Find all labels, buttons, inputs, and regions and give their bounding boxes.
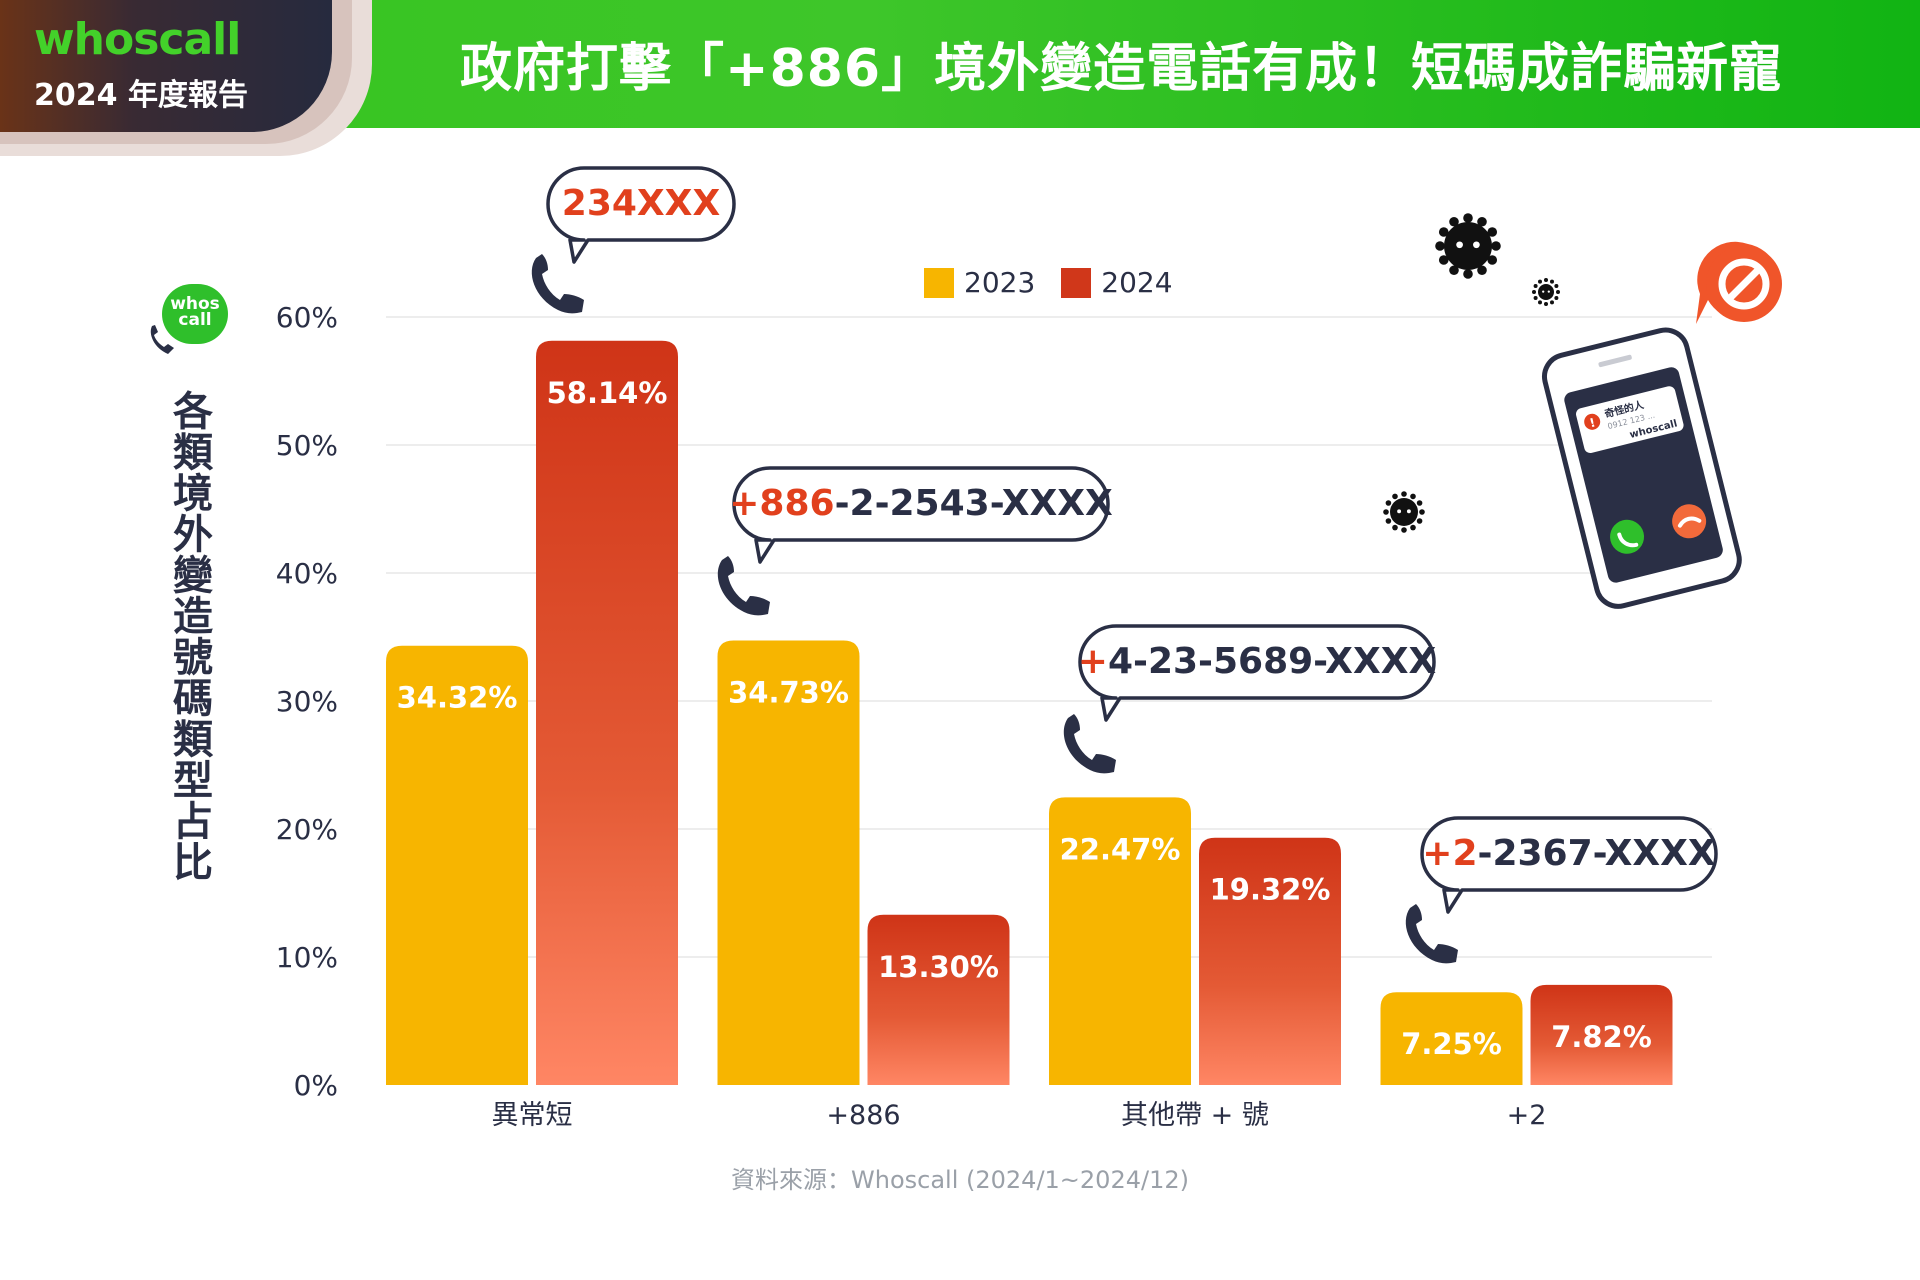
y-tick-label: 50%: [276, 429, 338, 462]
brand-name: whoscall: [34, 14, 241, 65]
bubble-number-rest: -2-2543-XXXX: [835, 483, 1113, 524]
data-label: 7.25%: [1401, 1027, 1502, 1061]
phone-icon: [1405, 904, 1458, 964]
bubble-number: 234XXX: [562, 183, 721, 224]
data-label: 22.47%: [1060, 832, 1181, 866]
alert-icon-mark: !: [1588, 415, 1597, 430]
number-bubble: +886-2-2543-XXXX: [729, 466, 1113, 564]
bubble-outline: [1078, 624, 1436, 722]
data-label: 58.14%: [547, 376, 668, 410]
number-bubble: 234XXX: [546, 166, 736, 264]
y-tick-label: 0%: [294, 1069, 338, 1102]
virus-icon: [1532, 278, 1560, 306]
block-icon: [1696, 241, 1782, 324]
bar-2024-3: [1530, 984, 1673, 1085]
bubble-number-prefix: +2: [1422, 833, 1477, 874]
number-bubble: +2-2367-XXXX: [1420, 816, 1718, 914]
bubble-number: +4-23-5689-XXXX: [1078, 641, 1437, 682]
x-tick-label: +886: [826, 1100, 900, 1131]
virus-icon: [1435, 213, 1501, 279]
x-tick-label: 其他帶 + 號: [1121, 1100, 1269, 1131]
bar-2023-1: [717, 640, 860, 1085]
source-note: 資料來源：Whoscall (2024/1~2024/12): [731, 1166, 1189, 1194]
legend-item-2023: 2023: [924, 266, 1035, 299]
bubble-number: +2-2367-XXXX: [1422, 833, 1716, 874]
caller-card: [1576, 386, 1684, 454]
bubble-number: +886-2-2543-XXXX: [729, 483, 1113, 524]
legend-item-2024: 2024: [1061, 266, 1173, 299]
legend-swatch-2023: [924, 267, 954, 298]
bubble-number-rest: -2367-XXXX: [1478, 833, 1716, 874]
phone-icon: [717, 556, 770, 616]
y-tick-label: 20%: [276, 813, 338, 846]
whoscall-logo-text: whos call: [170, 294, 220, 330]
y-tick-label: 60%: [276, 301, 338, 334]
number-bubble: +4-23-5689-XXXX: [1078, 624, 1437, 722]
bar-2023-0: [386, 645, 528, 1085]
legend: 2023 2024: [924, 266, 1173, 299]
data-label: 13.30%: [878, 950, 999, 984]
brand-badge: whoscall 2024 年度報告: [0, 0, 332, 132]
bubble-outline: [546, 166, 736, 264]
phone-icon: [531, 254, 584, 314]
bar-2024-0: [536, 340, 678, 1086]
alert-icon: [1584, 413, 1601, 430]
bar-2023-3: [1380, 992, 1523, 1085]
x-tick-label: 異常短: [492, 1100, 573, 1131]
y-tick-label: 40%: [276, 557, 338, 590]
bubble-number-prefix: +886: [729, 483, 834, 524]
bubble-outline: [1420, 816, 1718, 914]
decline-call-icon: [1672, 504, 1707, 539]
report-label: 2024 年度報告: [34, 78, 248, 113]
legend-swatch-2024: [1061, 267, 1092, 298]
bubble-number-prefix: +: [1078, 641, 1108, 682]
phone-icon: [150, 325, 174, 354]
bar-2024-1: [867, 914, 1010, 1085]
virus-icon: [1383, 491, 1425, 533]
y-tick-label: 30%: [276, 685, 338, 718]
bar-2023-2: [1049, 797, 1191, 1085]
data-label: 7.82%: [1551, 1020, 1652, 1054]
data-label: 34.73%: [728, 675, 849, 709]
bubble-number-rest: 4-23-5689-XXXX: [1108, 641, 1436, 682]
y-tick-label: 10%: [276, 941, 338, 974]
page-title: 政府打擊「+886」境外變造電話有成！短碼成詐騙新寵: [460, 39, 1783, 99]
x-tick-label: +2: [1507, 1100, 1547, 1131]
data-label: 19.32%: [1210, 873, 1331, 907]
legend-label-2023: 2023: [964, 266, 1036, 299]
phone-icon: [1063, 714, 1116, 774]
bar-2024-2: [1199, 837, 1341, 1085]
bubble-number-rest: 234XXX: [562, 183, 721, 224]
y-axis-title: 各類境外變造號碼類型占比: [173, 389, 213, 886]
data-label: 34.32%: [397, 681, 518, 715]
whoscall-logo: whos call: [162, 284, 228, 344]
bubble-outline: [732, 466, 1110, 564]
legend-label-2024: 2024: [1101, 266, 1173, 299]
